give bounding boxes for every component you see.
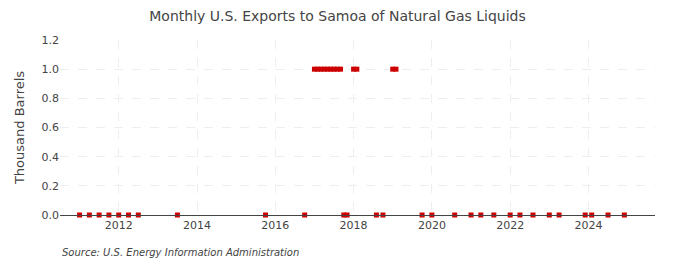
svg-text:0.2: 0.2 <box>42 180 60 193</box>
svg-text:0.0: 0.0 <box>42 209 60 222</box>
svg-text:0.6: 0.6 <box>42 121 60 134</box>
svg-text:1.0: 1.0 <box>42 63 60 76</box>
svg-text:Thousand Barrels: Thousand Barrels <box>12 71 27 185</box>
svg-text:2022: 2022 <box>496 219 524 232</box>
svg-text:1.2: 1.2 <box>42 34 60 47</box>
svg-text:Monthly U.S. Exports to Samoa: Monthly U.S. Exports to Samoa of Natural… <box>149 8 526 24</box>
svg-text:2018: 2018 <box>340 219 368 232</box>
svg-text:Source: U.S. Energy Informatio: Source: U.S. Energy Information Administ… <box>62 247 299 258</box>
svg-text:0.4: 0.4 <box>42 151 60 164</box>
svg-text:2012: 2012 <box>105 219 133 232</box>
svg-text:2014: 2014 <box>183 219 211 232</box>
svg-text:2024: 2024 <box>574 219 602 232</box>
svg-text:2016: 2016 <box>261 219 289 232</box>
svg-text:0.8: 0.8 <box>42 92 60 105</box>
svg-text:2020: 2020 <box>418 219 446 232</box>
